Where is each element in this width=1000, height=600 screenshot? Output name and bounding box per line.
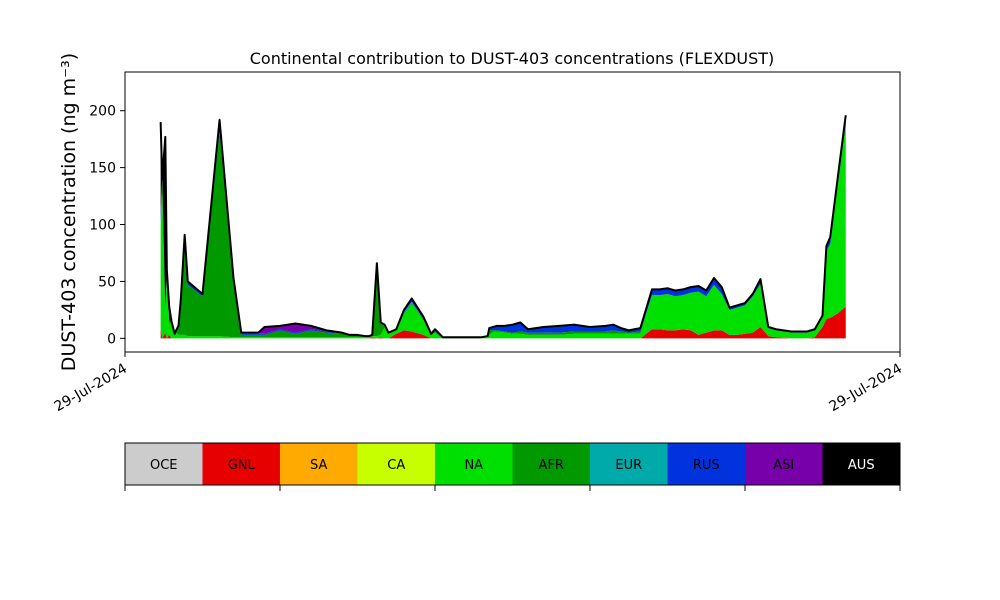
- y-tick-label: 50: [98, 274, 116, 290]
- legend-label: EUR: [615, 458, 642, 473]
- legend-swatch-aus: [822, 443, 900, 485]
- y-tick-label: 100: [89, 218, 116, 234]
- x-axis-ticks: 29-Jul-2024 29-Jul-2024: [52, 352, 905, 415]
- y-tick-label: 150: [89, 161, 116, 177]
- legend-frame: [124, 442, 901, 486]
- legend-swatch-oce: [125, 443, 203, 485]
- legend-label: ASI: [773, 458, 794, 473]
- y-tick-label: 0: [107, 331, 116, 347]
- x-tick-label: 29-Jul-2024: [827, 361, 905, 416]
- chart-title: Continental contribution to DUST-403 con…: [250, 49, 775, 68]
- total-concentration-line: [159, 115, 847, 339]
- area-afr: [160, 124, 846, 339]
- legend-swatch-gnl: [202, 443, 280, 485]
- legend-label: RUS: [693, 458, 720, 473]
- y-tick-label: 200: [89, 104, 116, 120]
- y-axis-ticks: 0 50 100 150 200: [89, 104, 125, 347]
- stacked-areas: [160, 115, 846, 339]
- y-axis-label: DUST-403 concentration (ng m⁻³): [58, 53, 80, 371]
- legend-swatch-afr: [512, 443, 590, 485]
- legend-swatch-ca: [357, 443, 435, 485]
- legend-label: AUS: [848, 458, 875, 473]
- legend-swatch-na: [435, 443, 513, 485]
- plot-frame: [124, 71, 901, 353]
- legend-label: NA: [464, 458, 483, 473]
- legend-swatch-rus: [667, 443, 745, 485]
- legend-label: OCE: [150, 458, 178, 473]
- legend-swatch-asi: [745, 443, 823, 485]
- area-gnl: [160, 306, 846, 339]
- legend-label: GNL: [228, 458, 256, 473]
- legend-label: CA: [387, 458, 405, 473]
- legend-swatch-eur: [590, 443, 668, 485]
- area-na: [160, 124, 846, 339]
- legend-swatch-sa: [280, 443, 358, 485]
- legend-label: AFR: [539, 458, 564, 473]
- legend-label: SA: [310, 458, 327, 473]
- legend-colorbar: OCE GNL SA CA NA AFR EUR RUS ASI AUS: [124, 442, 901, 491]
